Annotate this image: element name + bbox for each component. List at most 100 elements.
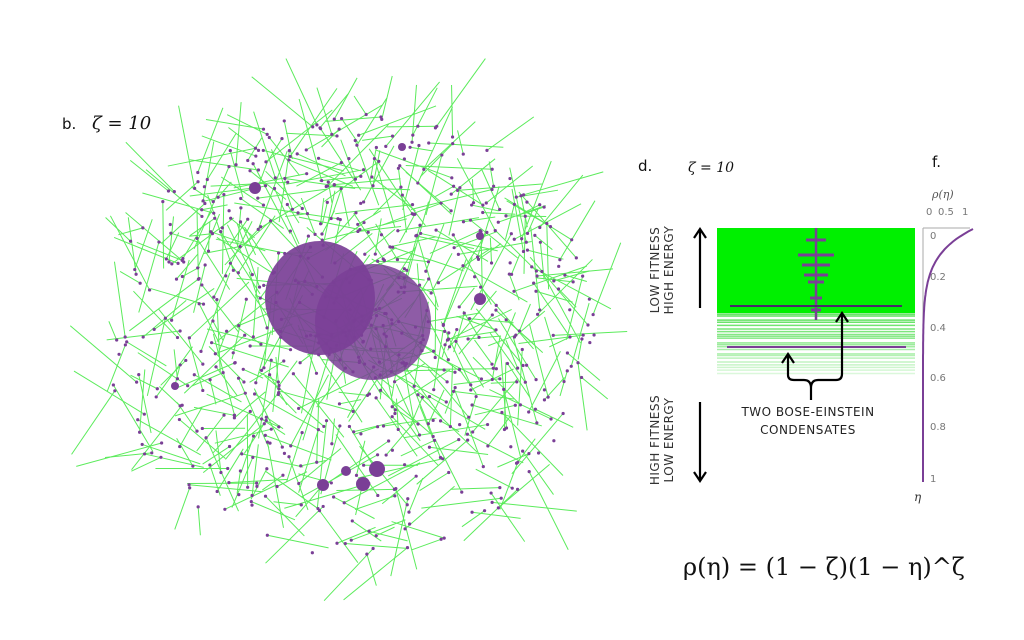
node bbox=[208, 378, 212, 382]
node bbox=[287, 158, 291, 162]
edge bbox=[265, 495, 305, 537]
node bbox=[259, 368, 264, 372]
node bbox=[403, 527, 407, 531]
edge bbox=[243, 368, 264, 379]
edge bbox=[458, 287, 475, 308]
edge bbox=[475, 468, 513, 489]
hub-node bbox=[341, 466, 351, 476]
edge bbox=[405, 171, 452, 212]
node bbox=[570, 238, 574, 242]
node bbox=[439, 537, 443, 541]
node bbox=[384, 144, 388, 149]
node bbox=[461, 264, 465, 268]
low-energy-text: LOW ENERGY bbox=[662, 397, 676, 483]
high-energy-text: HIGH ENERGY bbox=[662, 225, 676, 315]
node bbox=[314, 371, 319, 375]
edge bbox=[401, 362, 443, 418]
node bbox=[337, 402, 342, 406]
node bbox=[470, 203, 474, 207]
edge bbox=[480, 286, 534, 350]
edge bbox=[395, 384, 420, 436]
edge bbox=[244, 226, 275, 273]
edge bbox=[234, 391, 266, 419]
edge bbox=[404, 201, 430, 288]
node bbox=[490, 362, 494, 366]
node bbox=[355, 143, 359, 147]
edge bbox=[265, 470, 319, 509]
node bbox=[326, 180, 330, 184]
node bbox=[163, 316, 167, 320]
node bbox=[338, 217, 342, 222]
edge bbox=[427, 368, 470, 418]
node bbox=[516, 366, 520, 370]
edge bbox=[251, 76, 314, 128]
edge bbox=[265, 170, 303, 209]
edge bbox=[353, 426, 378, 436]
edge bbox=[448, 331, 496, 340]
node bbox=[147, 288, 152, 292]
node bbox=[515, 487, 520, 491]
node bbox=[330, 442, 334, 446]
node bbox=[291, 372, 295, 376]
edge bbox=[216, 448, 244, 492]
node bbox=[300, 206, 304, 211]
edge bbox=[402, 362, 415, 424]
edge bbox=[335, 434, 379, 496]
edge bbox=[505, 339, 519, 369]
node bbox=[365, 552, 369, 556]
edge bbox=[177, 362, 236, 389]
node bbox=[238, 469, 243, 473]
node bbox=[351, 409, 355, 414]
node bbox=[525, 363, 529, 367]
node bbox=[259, 342, 263, 346]
edge bbox=[482, 212, 516, 215]
edge bbox=[298, 429, 319, 493]
edge bbox=[131, 456, 162, 472]
node bbox=[489, 261, 494, 265]
edge bbox=[339, 399, 362, 405]
edge bbox=[559, 370, 568, 397]
edge bbox=[267, 534, 329, 549]
edge bbox=[474, 404, 516, 416]
network-graph bbox=[69, 58, 628, 602]
node bbox=[202, 185, 207, 189]
edge bbox=[197, 213, 221, 269]
edge bbox=[521, 160, 552, 239]
edge bbox=[509, 167, 527, 243]
edge bbox=[225, 392, 280, 460]
edge bbox=[357, 210, 382, 225]
edge bbox=[478, 243, 502, 260]
edge bbox=[491, 335, 501, 380]
node bbox=[276, 380, 280, 384]
node bbox=[191, 464, 195, 468]
node bbox=[364, 112, 368, 117]
edge bbox=[321, 128, 340, 148]
node bbox=[432, 438, 437, 442]
edge bbox=[343, 547, 408, 601]
node bbox=[201, 388, 205, 393]
edge bbox=[471, 404, 542, 427]
node bbox=[212, 211, 216, 215]
node bbox=[228, 149, 232, 153]
node bbox=[332, 183, 336, 187]
node bbox=[558, 258, 562, 262]
edge bbox=[577, 338, 583, 360]
nodes bbox=[111, 112, 596, 556]
edge bbox=[257, 188, 328, 199]
edge bbox=[427, 389, 445, 424]
node bbox=[287, 455, 291, 459]
node bbox=[277, 425, 281, 429]
node bbox=[137, 430, 142, 434]
edge bbox=[404, 424, 488, 439]
edge bbox=[202, 141, 215, 201]
edge bbox=[428, 312, 480, 323]
edge bbox=[267, 138, 283, 162]
edge bbox=[231, 457, 254, 508]
edge bbox=[331, 418, 336, 444]
edge bbox=[408, 477, 424, 513]
edge bbox=[125, 141, 175, 192]
edge bbox=[475, 308, 524, 366]
node bbox=[426, 260, 431, 264]
node bbox=[316, 506, 320, 511]
node bbox=[534, 289, 538, 293]
